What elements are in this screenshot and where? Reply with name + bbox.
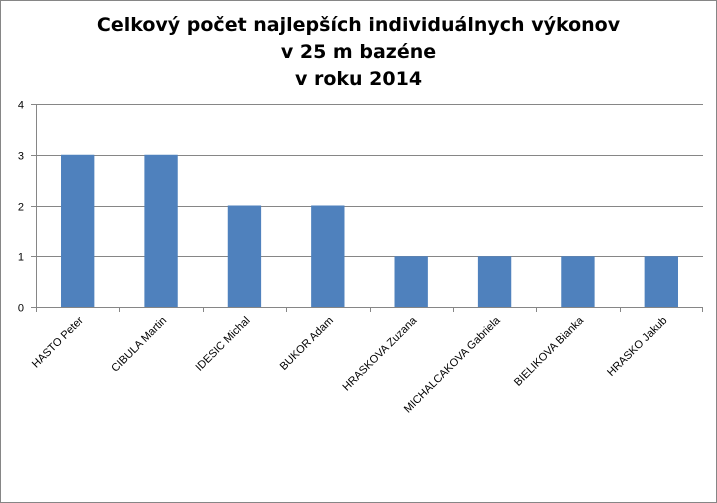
bar xyxy=(561,256,595,307)
bar xyxy=(477,256,512,307)
y-tick-label: 4 xyxy=(18,100,24,112)
y-axis-ticks: 0 1 2 3 4 xyxy=(18,100,24,315)
bar xyxy=(61,154,95,307)
chart-title-line-1: Celkový počet najlepších individuálnych … xyxy=(96,14,621,36)
gridlines xyxy=(36,104,703,257)
bar xyxy=(311,205,345,307)
chart-title-line-3: v roku 2014 xyxy=(294,68,423,90)
x-axis-ticks: HASTO Peter CIBULA Martin IDESIC Michal BUK… xyxy=(30,314,670,415)
x-tick-label: BIELIKOVA Bianka xyxy=(512,314,587,389)
y-tick-label: 0 xyxy=(18,303,24,315)
x-tick-label: CIBULA Martin xyxy=(109,315,169,375)
x-tick-label: HASTO Peter xyxy=(30,314,86,370)
bar xyxy=(227,205,262,307)
y-tick-label: 1 xyxy=(18,252,24,264)
x-tick-label: HRASKO Jakub xyxy=(605,315,669,379)
bar xyxy=(394,256,428,307)
x-tick-label: MICHALCAKOVA Gabriela xyxy=(402,314,503,415)
bar xyxy=(144,154,178,307)
chart-title-line-2: v 25 m bazéne xyxy=(280,41,437,63)
y-tick-label: 3 xyxy=(18,151,24,163)
x-tick-label: IDESIC Michal xyxy=(193,315,252,374)
axes xyxy=(31,104,703,312)
x-tick-label: HRASKOVA Zuzana xyxy=(340,314,419,393)
x-tick-label: BUKOR Adam xyxy=(278,315,336,373)
y-tick-label: 2 xyxy=(18,202,24,214)
bar xyxy=(644,256,678,307)
chart-title: Celkový počet najlepších individuálnych … xyxy=(0,12,717,93)
bar-series xyxy=(61,154,678,307)
